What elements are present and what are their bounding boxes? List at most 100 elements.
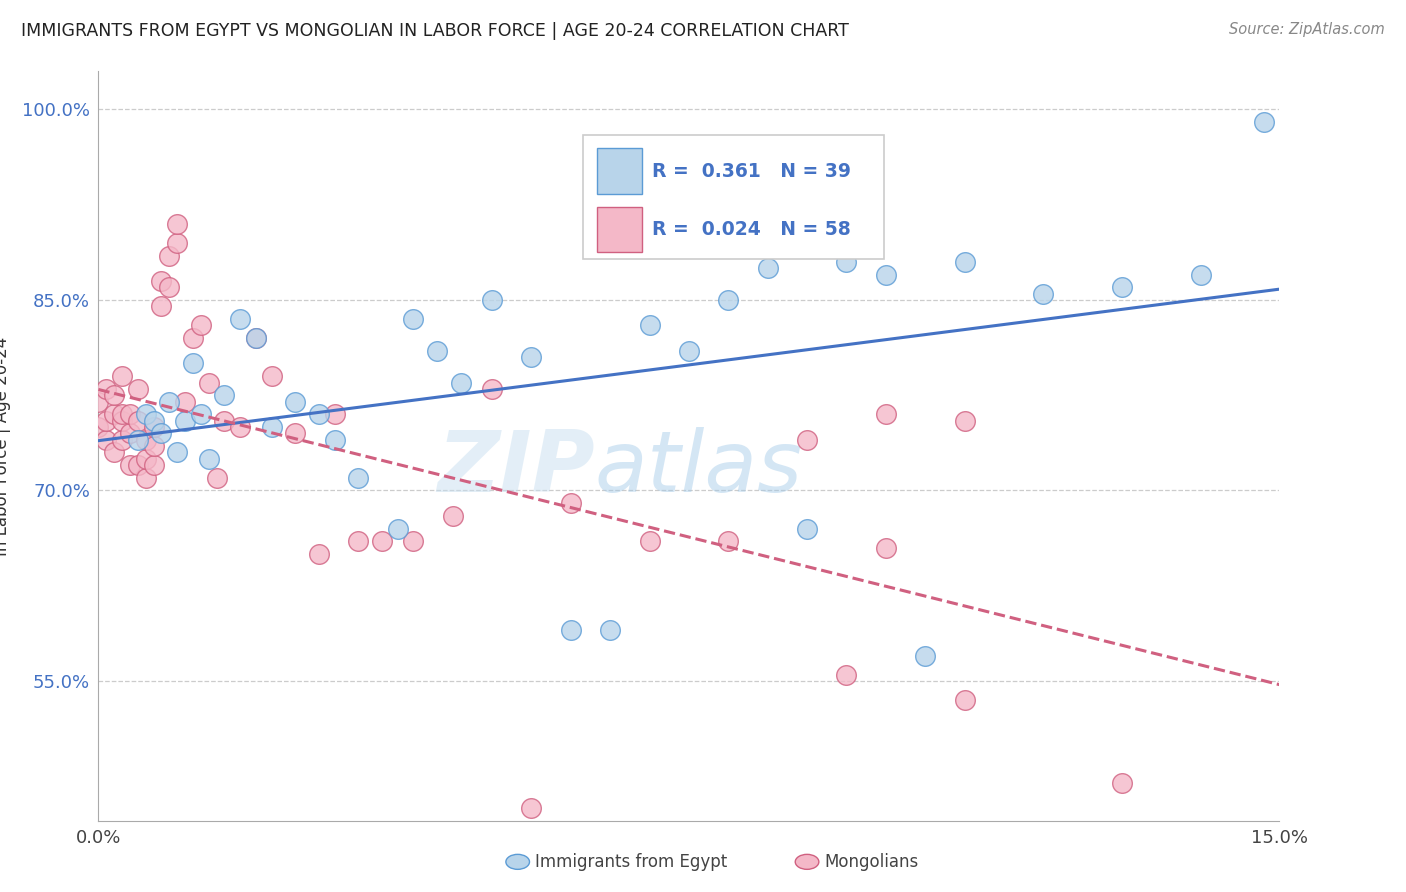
Text: R =  0.024   N = 58: R = 0.024 N = 58 — [652, 220, 851, 239]
Point — [229, 420, 252, 434]
Point — [150, 299, 173, 313]
Point — [103, 388, 125, 402]
Text: R =  0.361   N = 39: R = 0.361 N = 39 — [652, 161, 851, 181]
Point — [796, 433, 818, 447]
Point — [111, 414, 134, 428]
Point — [717, 293, 740, 307]
Point — [796, 522, 818, 536]
Point — [135, 407, 157, 421]
Point — [371, 534, 394, 549]
Point — [914, 648, 936, 663]
Point — [520, 350, 543, 364]
Point — [481, 293, 503, 307]
Point — [142, 439, 165, 453]
Point — [402, 534, 425, 549]
Point — [560, 623, 582, 637]
Point — [638, 318, 661, 333]
Point — [953, 255, 976, 269]
Text: Mongolians: Mongolians — [825, 853, 920, 871]
Point — [174, 414, 197, 428]
Point — [426, 343, 449, 358]
Point — [150, 426, 173, 441]
Point — [835, 255, 858, 269]
Point — [135, 433, 157, 447]
FancyBboxPatch shape — [596, 207, 641, 252]
Point — [717, 534, 740, 549]
Point — [174, 394, 197, 409]
Point — [135, 451, 157, 466]
Point — [103, 445, 125, 459]
Text: Source: ZipAtlas.com: Source: ZipAtlas.com — [1229, 22, 1385, 37]
Point — [157, 280, 180, 294]
Point — [520, 801, 543, 815]
Text: Immigrants from Egypt: Immigrants from Egypt — [536, 853, 728, 871]
Point — [197, 451, 219, 466]
Point — [245, 331, 267, 345]
Point — [87, 394, 110, 409]
Point — [118, 407, 141, 421]
Point — [111, 407, 134, 421]
Point — [142, 458, 165, 472]
Point — [214, 414, 236, 428]
Point — [560, 496, 582, 510]
Point — [308, 407, 330, 421]
Point — [875, 268, 897, 282]
Point — [111, 433, 134, 447]
Point — [308, 547, 330, 561]
Point — [1111, 280, 1133, 294]
Point — [205, 471, 228, 485]
Point — [127, 414, 149, 428]
Point — [157, 248, 180, 262]
Point — [135, 471, 157, 485]
Point — [323, 433, 346, 447]
Point — [103, 407, 125, 421]
Point — [87, 420, 110, 434]
Point — [1111, 775, 1133, 789]
Point — [450, 376, 472, 390]
Point — [142, 414, 165, 428]
Text: atlas: atlas — [595, 427, 803, 510]
Point — [756, 261, 779, 276]
Point — [638, 534, 661, 549]
Point — [190, 318, 212, 333]
Point — [260, 369, 283, 384]
Point — [181, 331, 204, 345]
Circle shape — [506, 855, 530, 870]
Point — [441, 508, 464, 523]
Point — [284, 394, 307, 409]
Point — [118, 426, 141, 441]
Point — [678, 343, 700, 358]
Point — [111, 369, 134, 384]
Point — [284, 426, 307, 441]
FancyBboxPatch shape — [582, 135, 884, 259]
Text: ZIP: ZIP — [437, 427, 595, 510]
Point — [96, 382, 118, 396]
Point — [323, 407, 346, 421]
Text: IMMIGRANTS FROM EGYPT VS MONGOLIAN IN LABOR FORCE | AGE 20-24 CORRELATION CHART: IMMIGRANTS FROM EGYPT VS MONGOLIAN IN LA… — [21, 22, 849, 40]
Point — [402, 312, 425, 326]
Point — [347, 534, 370, 549]
Point — [166, 445, 188, 459]
Circle shape — [796, 855, 818, 870]
Point — [481, 382, 503, 396]
Point — [875, 541, 897, 555]
FancyBboxPatch shape — [596, 148, 641, 194]
Point — [260, 420, 283, 434]
Point — [150, 274, 173, 288]
Point — [96, 414, 118, 428]
Point — [96, 433, 118, 447]
Point — [127, 382, 149, 396]
Point — [118, 458, 141, 472]
Point — [166, 235, 188, 250]
Point — [127, 458, 149, 472]
Point — [181, 356, 204, 370]
Point — [157, 394, 180, 409]
Point — [245, 331, 267, 345]
Point — [387, 522, 409, 536]
Point — [347, 471, 370, 485]
Point — [599, 623, 621, 637]
Point — [197, 376, 219, 390]
Point — [142, 420, 165, 434]
Point — [229, 312, 252, 326]
Point — [835, 667, 858, 681]
